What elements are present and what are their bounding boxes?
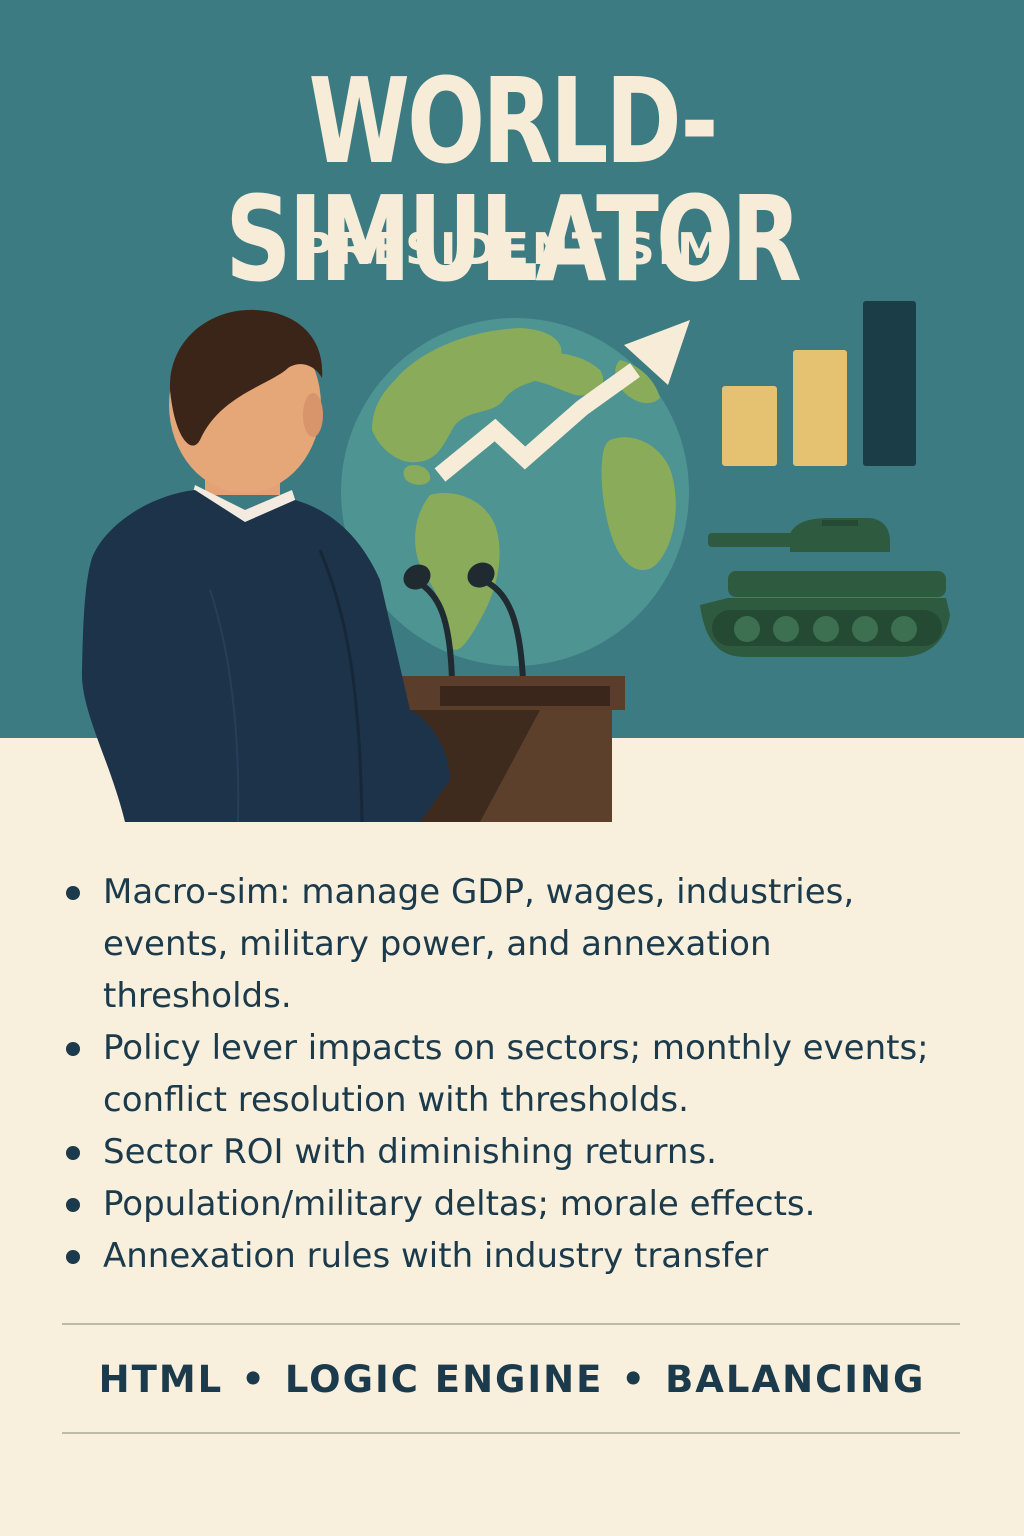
chart-bar bbox=[722, 386, 777, 466]
feature-text: Population/military deltas; morale effec… bbox=[103, 1184, 816, 1224]
feature-text: Sector ROI with diminishing returns. bbox=[103, 1132, 717, 1172]
bullet-icon bbox=[66, 1198, 80, 1212]
trend-arrow-icon bbox=[434, 320, 690, 482]
tech-tags: HTML • LOGIC ENGINE • BALANCING bbox=[0, 1358, 1024, 1402]
bullet-icon bbox=[66, 1146, 80, 1160]
feature-text: Annexation rules with industry transfer bbox=[103, 1236, 769, 1276]
divider-bottom bbox=[62, 1432, 960, 1434]
separator: • bbox=[621, 1358, 648, 1401]
bar-chart-icon bbox=[722, 301, 916, 466]
bullet-icon bbox=[66, 886, 80, 900]
bullet-icon bbox=[66, 1250, 80, 1264]
president-at-podium-icon bbox=[81, 309, 450, 823]
tag-balancing: BALANCING bbox=[665, 1358, 926, 1401]
bullet-icon bbox=[66, 1042, 80, 1056]
feature-list: Macro-sim: manage GDP, wages, industries… bbox=[60, 866, 960, 1282]
page-title: WORLD-SIMULATOR bbox=[225, 52, 802, 308]
list-item: Sector ROI with diminishing returns. bbox=[60, 1126, 960, 1178]
tag-logic-engine: LOGIC ENGINE bbox=[284, 1358, 604, 1401]
list-item: Population/military deltas; morale effec… bbox=[60, 1178, 960, 1230]
feature-text: Policy lever impacts on sectors; monthly… bbox=[103, 1028, 929, 1120]
tag-html: HTML bbox=[98, 1358, 224, 1401]
list-item: Macro-sim: manage GDP, wages, industries… bbox=[60, 866, 960, 1022]
chart-bar bbox=[863, 301, 916, 466]
list-item: Annexation rules with industry transfer bbox=[60, 1230, 960, 1282]
illustration bbox=[81, 301, 950, 823]
feature-text: Macro-sim: manage GDP, wages, industries… bbox=[103, 872, 855, 1016]
microphone-icon bbox=[403, 562, 526, 681]
list-item: Policy lever impacts on sectors; monthly… bbox=[60, 1022, 960, 1126]
divider-top bbox=[62, 1323, 960, 1325]
separator: • bbox=[241, 1358, 267, 1401]
tank-icon bbox=[700, 518, 950, 657]
chart-bar bbox=[793, 350, 847, 466]
page-subtitle: PRESIDENT SIM bbox=[300, 224, 724, 275]
